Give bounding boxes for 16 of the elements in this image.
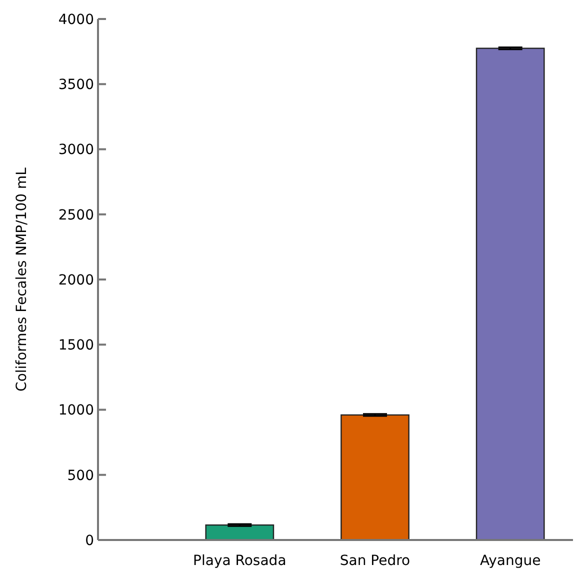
y-tick-label: 1500 [58, 338, 94, 354]
y-axis-title: Coliformes Fecales NMP/100 mL [14, 167, 30, 392]
x-tick-label: Playa Rosada [193, 553, 286, 569]
y-tick-label: 2000 [58, 272, 94, 288]
bar [205, 524, 274, 541]
bar [340, 414, 410, 541]
bar [476, 48, 545, 541]
y-tick-label: 1000 [58, 402, 94, 419]
y-tick-label: 0 [85, 532, 94, 549]
x-tick-label: San Pedro [340, 553, 410, 569]
y-tick-label: 2500 [58, 207, 94, 224]
y-tick-label: 3000 [58, 142, 94, 158]
y-tick-label: 500 [67, 468, 94, 484]
y-tick-label: 4000 [58, 12, 94, 28]
x-tick-label: Ayangue [480, 553, 541, 569]
y-tick-label: 3500 [58, 77, 94, 94]
